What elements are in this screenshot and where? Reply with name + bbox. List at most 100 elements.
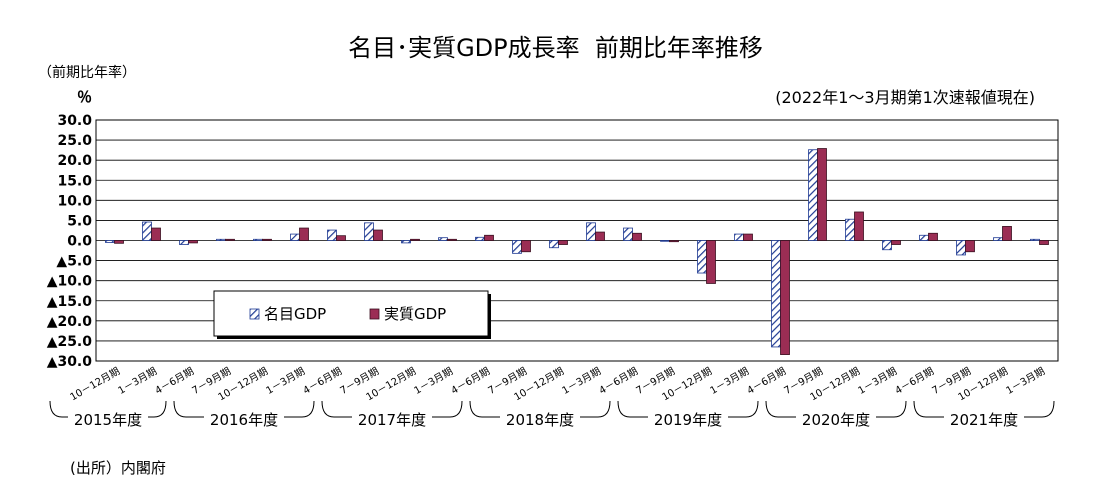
bar-real-gdp <box>410 238 420 241</box>
bar-nominal-gdp <box>993 237 1003 241</box>
fiscal-year-label: 2015年度 <box>74 411 142 429</box>
bar-real-gdp <box>558 240 568 245</box>
bar-nominal-gdp <box>105 240 115 243</box>
bar-nominal-gdp <box>512 240 522 254</box>
legend-swatch-real <box>369 308 380 320</box>
percent-label: ％ <box>77 88 93 106</box>
bar-real-gdp <box>595 231 605 241</box>
bar-nominal-gdp <box>919 234 929 241</box>
legend-label: 名目GDP <box>264 305 326 323</box>
bar-real-gdp <box>854 211 864 241</box>
x-tick-label: 4－6月期 <box>597 365 640 397</box>
bar-real-gdp <box>336 235 346 241</box>
bar-real-gdp <box>632 232 642 241</box>
bar-real-gdp <box>447 238 457 241</box>
bar-nominal-gdp <box>660 240 670 242</box>
y-tick-label: 0.0 <box>67 234 92 250</box>
bar-real-gdp <box>151 227 161 241</box>
bar-real-gdp <box>891 240 901 245</box>
bar-real-gdp <box>484 234 494 241</box>
legend-box <box>213 290 489 337</box>
bar-nominal-gdp <box>216 238 226 241</box>
bar-real-gdp <box>114 240 124 244</box>
fiscal-year-label: 2016年度 <box>210 411 278 429</box>
x-tick-label: 1－3月期 <box>708 365 751 397</box>
y-tick-label: 30.0 <box>57 113 92 129</box>
bar-nominal-gdp <box>623 227 633 241</box>
legend-swatch-nominal <box>249 308 260 320</box>
y-tick-label: ▲25.0 <box>47 334 93 350</box>
bar-nominal-gdp <box>364 222 374 241</box>
x-tick-label: 1－3月期 <box>264 365 307 397</box>
fiscal-year-label-bg <box>796 407 876 429</box>
bar-nominal-gdp <box>586 222 596 241</box>
y-tick-label: 20.0 <box>57 153 92 169</box>
x-tick-label: 1－3月期 <box>412 365 455 397</box>
bar-nominal-gdp <box>808 149 818 241</box>
x-tick-label: 1－3月期 <box>560 365 603 397</box>
fiscal-year-label-bg <box>944 407 1024 429</box>
bar-nominal-gdp <box>1030 238 1040 241</box>
bar-real-gdp <box>1002 226 1012 241</box>
bar-nominal-gdp <box>771 240 781 348</box>
bar-nominal-gdp <box>142 221 152 241</box>
source-note: (出所）内閣府 <box>70 459 166 477</box>
bar-real-gdp <box>299 227 309 241</box>
x-tick-label: 4－6月期 <box>301 365 344 397</box>
legend-label: 実質GDP <box>384 305 446 323</box>
fiscal-year-label: 2019年度 <box>654 411 722 429</box>
bar-real-gdp <box>262 238 272 241</box>
bar-real-gdp <box>188 240 198 244</box>
bar-nominal-gdp <box>290 233 300 241</box>
y-tick-label: 10.0 <box>57 193 92 209</box>
x-tick-label: 4－6月期 <box>449 365 492 397</box>
bar-nominal-gdp <box>253 238 263 241</box>
bar-nominal-gdp <box>697 240 707 274</box>
x-tick-label: 1－3月期 <box>116 365 159 397</box>
chart-title: 名目･実質GDP成長率 前期比年率推移 <box>0 28 1111 63</box>
fiscal-year-label-bg <box>648 407 728 429</box>
unit-label: （前期比年率） <box>38 65 136 81</box>
bar-nominal-gdp <box>327 229 337 241</box>
fiscal-year-label-bg <box>500 407 580 429</box>
bar-nominal-gdp <box>734 233 744 241</box>
bar-nominal-gdp <box>179 240 189 245</box>
y-tick-label: ▲30.0 <box>47 354 93 370</box>
chart-title-sub: 前期比年率推移 <box>594 34 763 62</box>
fiscal-year-label-bg <box>352 407 432 429</box>
fiscal-year-label-bg <box>204 407 284 429</box>
fiscal-year-label: 2020年度 <box>802 411 870 429</box>
bar-real-gdp <box>669 240 679 243</box>
y-tick-label: ▲20.0 <box>47 314 93 330</box>
bar-real-gdp <box>817 148 827 241</box>
bar-real-gdp <box>743 233 753 241</box>
y-tick-label: ▲5.0 <box>56 254 92 270</box>
bar-real-gdp <box>706 240 716 284</box>
x-tick-label: 1－3月期 <box>1004 365 1047 397</box>
bar-nominal-gdp <box>882 240 892 251</box>
bar-nominal-gdp <box>956 240 966 256</box>
chart-title-main: 名目･実質GDP成長率 <box>348 34 580 62</box>
bar-nominal-gdp <box>475 236 485 241</box>
fiscal-year-label-bg <box>68 407 148 429</box>
bar-real-gdp <box>780 240 790 355</box>
x-tick-label: 4－6月期 <box>153 365 196 397</box>
bar-nominal-gdp <box>845 218 855 241</box>
bar-real-gdp <box>1039 240 1049 245</box>
bar-real-gdp <box>225 238 235 241</box>
bar-real-gdp <box>928 232 938 241</box>
as-of-note: (2022年1～3月期第1次速報値現在) <box>775 88 1035 107</box>
bar-real-gdp <box>965 240 975 253</box>
y-tick-label: 25.0 <box>57 133 92 149</box>
y-tick-label: 15.0 <box>57 173 92 189</box>
bar-nominal-gdp <box>401 240 411 244</box>
fiscal-year-label: 2017年度 <box>358 411 426 429</box>
y-tick-label: 5.0 <box>67 213 92 229</box>
bar-nominal-gdp <box>438 237 448 241</box>
fiscal-year-label: 2018年度 <box>506 411 574 429</box>
x-tick-label: 4－6月期 <box>745 365 788 397</box>
bar-nominal-gdp <box>549 240 559 249</box>
y-tick-label: ▲15.0 <box>47 294 93 310</box>
x-tick-label: 1－3月期 <box>856 365 899 397</box>
